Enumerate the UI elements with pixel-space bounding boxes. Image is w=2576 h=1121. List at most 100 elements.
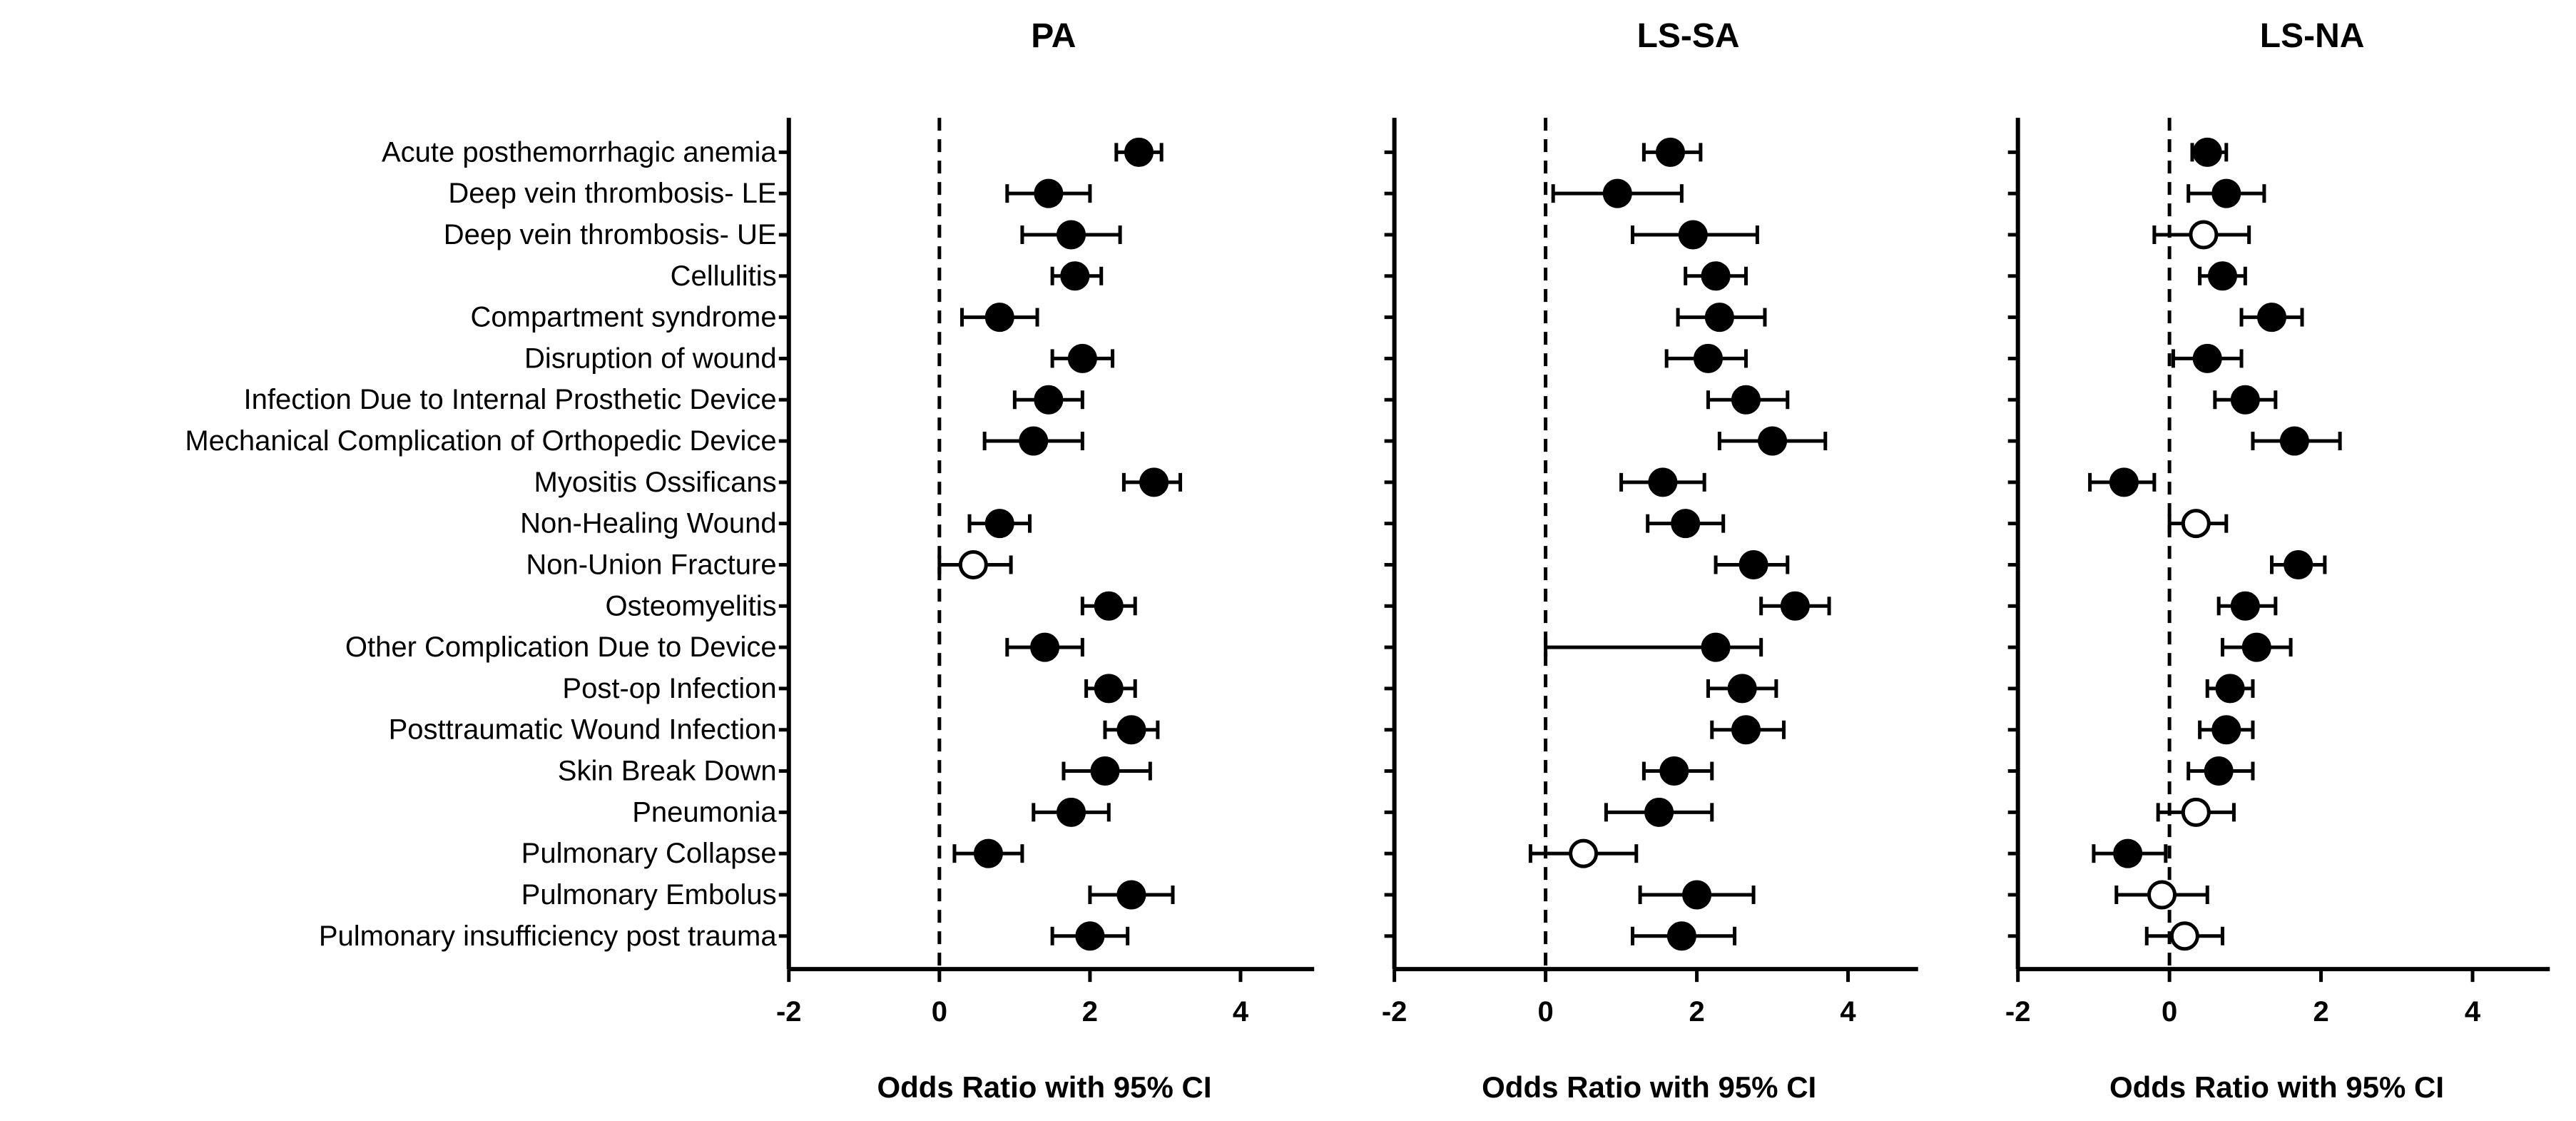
point-marker-filled xyxy=(1075,921,1105,951)
point-marker-filled xyxy=(1094,674,1124,704)
point-marker-filled xyxy=(2192,343,2222,373)
point-marker-filled xyxy=(1780,591,1810,621)
point-marker-filled xyxy=(1090,756,1120,786)
row-label: Non-Union Fracture xyxy=(526,549,776,580)
x-axis-title: Odds Ratio with 95% CI xyxy=(877,1070,1211,1104)
x-tick-label: 4 xyxy=(1233,996,1249,1028)
panel-ls-na: LS-NA -2 0 2 4 Odds Ratio with 95% CI xyxy=(2005,17,2550,1104)
point-marker-filled xyxy=(1094,591,1124,621)
point-marker-filled xyxy=(1116,715,1146,745)
point-marker-filled xyxy=(1034,178,1064,208)
point-marker-filled xyxy=(2241,632,2271,662)
point-marker-filled xyxy=(1019,426,1049,456)
point-marker-filled xyxy=(2211,178,2241,208)
point-marker-filled xyxy=(1693,343,1723,373)
point-marker-open xyxy=(2169,921,2199,951)
point-marker-open xyxy=(958,549,988,579)
point-marker-filled xyxy=(1030,632,1060,662)
row-label: Pneumonia xyxy=(632,796,777,828)
point-marker-filled xyxy=(1067,343,1097,373)
point-marker-filled xyxy=(1655,137,1685,167)
x-tick-label: 0 xyxy=(1537,996,1553,1028)
point-marker-filled xyxy=(1671,509,1701,539)
row-label: Cellulitis xyxy=(671,260,777,292)
point-marker-filled xyxy=(1738,549,1768,579)
x-tick-label: 0 xyxy=(2162,996,2177,1028)
point-marker-filled xyxy=(2257,303,2287,333)
row-label: Skin Break Down xyxy=(558,756,777,787)
row-labels: Acute posthemorrhagic anemia Deep vein th… xyxy=(185,136,777,951)
row-label: Post-op Infection xyxy=(562,673,776,704)
row-label: Posttraumatic Wound Infection xyxy=(389,714,777,746)
point-marker-filled xyxy=(2113,838,2143,868)
x-tick-label: -2 xyxy=(2005,996,2031,1028)
point-marker-open xyxy=(1569,838,1599,868)
row-label: Acute posthemorrhagic anemia xyxy=(382,136,777,168)
point-marker-filled xyxy=(1602,178,1632,208)
row-label: Other Complication Due to Device xyxy=(345,631,777,663)
panels: PA -2 0 2 4 Odds Ratio with 95% CI LS-SA -2 0 2 4 O… xyxy=(776,17,2550,1104)
point-marker-filled xyxy=(1034,385,1064,415)
point-marker-filled xyxy=(1678,220,1708,250)
row-label: Deep vein thrombosis- UE xyxy=(444,219,777,250)
point-marker-filled xyxy=(1060,261,1090,291)
point-marker-filled xyxy=(2230,591,2260,621)
panel-pa: PA -2 0 2 4 Odds Ratio with 95% CI xyxy=(776,17,1315,1104)
point-marker-filled xyxy=(1701,261,1731,291)
point-marker-filled xyxy=(1116,880,1146,910)
point-marker-filled xyxy=(973,838,1003,868)
panel-title: PA xyxy=(1031,17,1076,55)
point-marker-filled xyxy=(1644,797,1674,827)
point-marker-filled xyxy=(1124,137,1154,167)
point-marker-filled xyxy=(1139,467,1169,497)
point-marker-open xyxy=(2181,509,2211,539)
x-tick-label: 2 xyxy=(1082,996,1098,1028)
point-marker-filled xyxy=(2215,674,2245,704)
point-marker-filled xyxy=(1659,756,1689,786)
point-marker-filled xyxy=(1731,715,1761,745)
x-tick-label: 2 xyxy=(2313,996,2328,1028)
row-label: Disruption of wound xyxy=(524,343,777,374)
point-marker-filled xyxy=(2207,261,2237,291)
point-marker-filled xyxy=(1666,921,1696,951)
x-tick-label: 0 xyxy=(932,996,947,1028)
x-tick-label: -2 xyxy=(776,996,802,1028)
point-marker-filled xyxy=(1701,632,1731,662)
row-label: Osteomyelitis xyxy=(606,590,777,622)
point-marker-filled xyxy=(1682,880,1712,910)
point-marker-filled xyxy=(1057,220,1086,250)
x-tick-label: 4 xyxy=(1840,996,1856,1028)
x-tick-label: 4 xyxy=(2465,996,2481,1028)
point-marker-filled xyxy=(2109,467,2139,497)
point-marker-filled xyxy=(1648,467,1678,497)
point-marker-filled xyxy=(2204,756,2234,786)
point-marker-filled xyxy=(2230,385,2260,415)
point-marker-filled xyxy=(2284,549,2313,579)
row-label: Myositis Ossificans xyxy=(534,467,777,498)
point-marker-filled xyxy=(984,509,1014,539)
point-marker-filled xyxy=(1057,797,1086,827)
x-tick-label: -2 xyxy=(1382,996,1407,1028)
x-tick-label: 2 xyxy=(1689,996,1704,1028)
point-marker-filled xyxy=(1704,303,1734,333)
row-label: Compartment syndrome xyxy=(471,302,777,333)
x-axis-title: Odds Ratio with 95% CI xyxy=(2109,1070,2444,1104)
point-marker-open xyxy=(2189,220,2219,250)
point-marker-filled xyxy=(1758,426,1788,456)
row-label: Deep vein thrombosis- LE xyxy=(448,178,776,209)
panel-title: LS-SA xyxy=(1637,17,1740,55)
point-marker-open xyxy=(2147,880,2177,910)
row-label: Non-Healing Wound xyxy=(520,508,776,539)
point-marker-filled xyxy=(1727,674,1757,704)
panel-title: LS-NA xyxy=(2260,17,2365,55)
point-marker-filled xyxy=(2211,715,2241,745)
point-marker-filled xyxy=(2192,137,2222,167)
row-label: Pulmonary Collapse xyxy=(521,838,777,869)
x-axis-title: Odds Ratio with 95% CI xyxy=(1482,1070,1816,1104)
point-marker-filled xyxy=(2279,426,2309,456)
row-label: Pulmonary Embolus xyxy=(521,879,777,911)
row-label: Infection Due to Internal Prosthetic Dev… xyxy=(244,384,777,415)
row-label: Pulmonary insufficiency post trauma xyxy=(319,920,778,952)
row-label: Mechanical Complication of Orthopedic De… xyxy=(185,425,776,457)
